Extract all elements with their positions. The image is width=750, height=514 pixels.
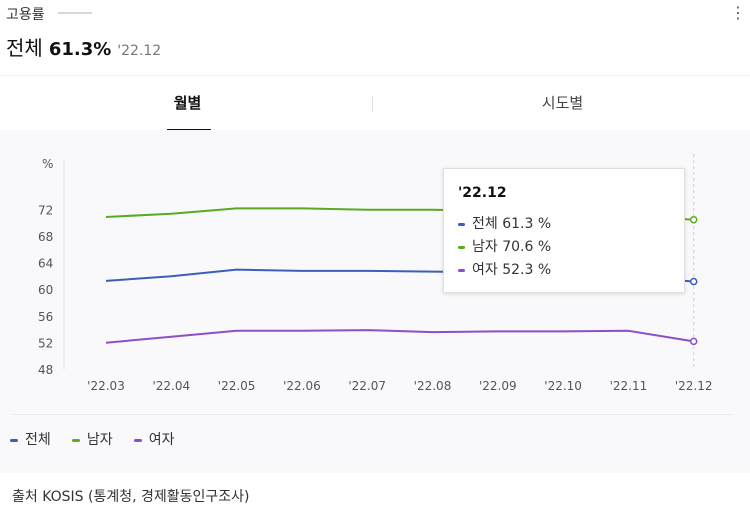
indicator-title: 고용률 [6, 7, 45, 23]
headline-series: 전체 [6, 36, 43, 60]
x-tick-label: '22.05 [218, 379, 256, 393]
tooltip-row-name: 여자 [472, 262, 498, 278]
headline-period: '22.12 [117, 43, 162, 59]
title-divider [58, 12, 92, 14]
tooltip-row: 여자 52.3 % [458, 259, 551, 279]
x-tick-label: '22.08 [414, 379, 452, 393]
legend-dot-icon [458, 245, 465, 249]
y-tick-label: 64 [38, 257, 53, 271]
y-axis-label: % [42, 157, 53, 171]
series-line [105, 329, 694, 344]
vertical-dots-icon[interactable]: ⋮ [730, 3, 746, 22]
tab-divider [372, 96, 373, 112]
chart-tooltip: '22.12 전체 61.3 % 남자 70.6 % 여자 52.3 % [443, 168, 685, 293]
y-tick-label: 48 [38, 363, 53, 377]
x-tick-label: '22.03 [87, 379, 125, 393]
legend-dot-icon [10, 438, 18, 442]
tab-monthly[interactable]: 월별 [173, 94, 202, 112]
tab-by-region[interactable]: 시도별 [541, 94, 584, 112]
tooltip-row-value: 70.6 % [502, 239, 552, 255]
legend-item-female[interactable]: 여자 [133, 429, 175, 449]
tooltip-title: '22.12 [458, 185, 507, 201]
legend-dot-icon [133, 438, 142, 442]
legend-dot-icon [71, 438, 80, 442]
legend-label: 전체 [25, 432, 51, 448]
legend-dot-icon [458, 268, 465, 272]
tooltip-row-name: 전체 [472, 216, 498, 232]
legend-item-male[interactable]: 남자 [71, 429, 113, 449]
tab-bar: 월별 시도별 [0, 75, 750, 131]
y-tick-label: 60 [38, 283, 53, 297]
tooltip-row: 전체 61.3 % [458, 213, 551, 233]
x-tick-label: '22.11 [610, 379, 648, 393]
tooltip-row-name: 남자 [472, 239, 498, 255]
y-tick-label: 56 [38, 310, 53, 324]
legend-dot-icon [458, 222, 465, 226]
tooltip-row-value: 61.3 % [502, 216, 552, 232]
y-tick-label: 72 [38, 203, 53, 217]
x-tick-label: '22.09 [479, 379, 517, 393]
y-tick-label: 68 [38, 230, 53, 244]
series-point [689, 337, 698, 346]
legend-label: 여자 [148, 432, 175, 448]
header: 고용률 ⋮ 전체 61.3% '22.12 [0, 0, 750, 74]
tooltip-row: 남자 70.6 % [458, 236, 551, 256]
headline: 전체 61.3% '22.12 [6, 32, 161, 61]
x-tick-label: '22.12 [675, 379, 713, 393]
legend-item-total[interactable]: 전체 [10, 429, 51, 449]
y-tick-label: 52 [38, 336, 53, 350]
chart-legend: 전체 남자 여자 [10, 429, 190, 449]
data-source: 출처 KOSIS (통계청, 경제활동인구조사) [12, 489, 250, 505]
x-tick-label: '22.06 [283, 379, 321, 393]
series-point [689, 215, 698, 224]
legend-label: 남자 [86, 432, 113, 448]
x-tick-label: '22.07 [348, 379, 386, 393]
x-tick-label: '22.04 [152, 379, 190, 393]
x-tick-label: '22.10 [544, 379, 582, 393]
series-point [689, 277, 698, 286]
tooltip-row-value: 52.3 % [502, 262, 552, 278]
headline-value: 61.3% [48, 39, 112, 60]
legend-divider [12, 414, 734, 415]
